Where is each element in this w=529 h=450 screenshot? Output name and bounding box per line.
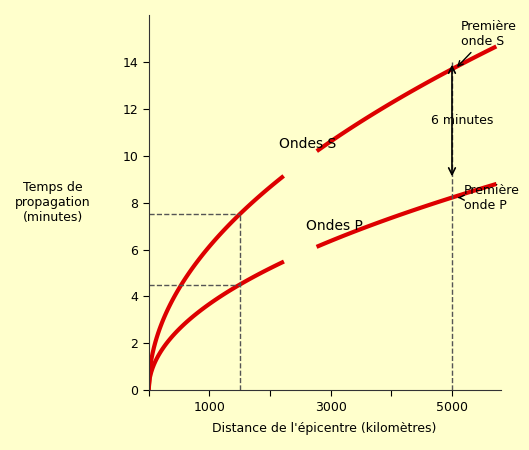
Text: Première
onde P: Première onde P [459,184,520,212]
Y-axis label: Temps de
propagation
(minutes): Temps de propagation (minutes) [15,181,90,224]
Text: Ondes P: Ondes P [306,219,363,233]
Text: Première
onde S: Première onde S [458,20,517,66]
Text: Ondes S: Ondes S [279,137,336,151]
X-axis label: Distance de l'épicentre (kilomètres): Distance de l'épicentre (kilomètres) [212,422,437,435]
Text: 6 minutes: 6 minutes [431,114,493,127]
